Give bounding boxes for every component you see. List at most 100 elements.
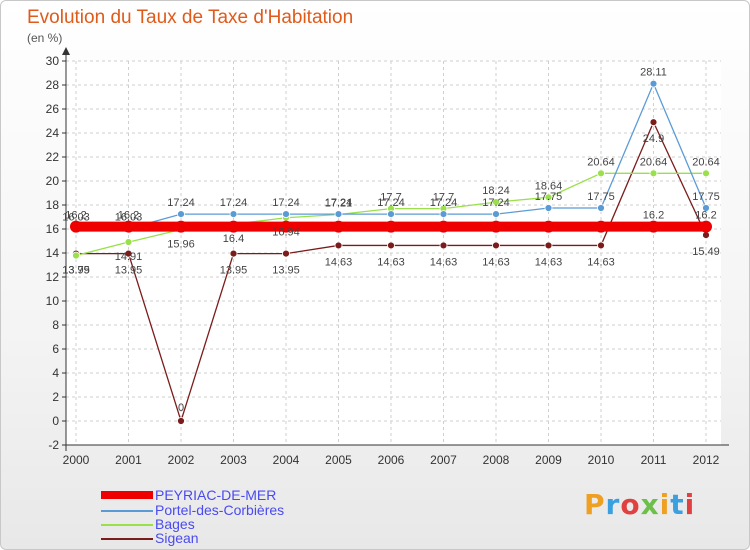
data-label: 14.63 bbox=[535, 256, 563, 268]
data-point bbox=[700, 220, 712, 233]
data-label: 17.7 bbox=[380, 192, 401, 204]
x-tick-label: 2009 bbox=[535, 453, 562, 467]
data-point bbox=[439, 210, 448, 219]
legend-label-bages: Bages bbox=[155, 516, 195, 532]
legend-swatch-portel bbox=[101, 510, 153, 512]
y-tick-label: 12 bbox=[46, 270, 60, 284]
data-label: 16.2 bbox=[695, 210, 716, 222]
data-point bbox=[387, 210, 395, 219]
legend-swatch-bages bbox=[101, 524, 153, 526]
x-tick-label: 2010 bbox=[588, 453, 615, 467]
data-point bbox=[702, 231, 710, 240]
data-point bbox=[122, 220, 135, 233]
x-tick-label: 2003 bbox=[220, 453, 247, 467]
data-label: 16.4 bbox=[223, 233, 244, 245]
x-tick-label: 2002 bbox=[168, 453, 195, 467]
data-label: 14.63 bbox=[377, 256, 405, 268]
y-tick-label: 2 bbox=[52, 390, 59, 404]
data-label: 20.64 bbox=[692, 156, 720, 168]
y-tick-label: -2 bbox=[48, 438, 59, 452]
unit-label: (en %) bbox=[27, 31, 63, 45]
y-tick-label: 16 bbox=[46, 222, 60, 236]
data-point bbox=[177, 417, 185, 425]
data-point bbox=[702, 204, 710, 212]
data-label: 14.63 bbox=[482, 256, 510, 268]
y-axis-arrow bbox=[62, 47, 70, 55]
data-label: 14.91 bbox=[115, 251, 143, 263]
data-point bbox=[124, 238, 133, 246]
data-label: 17.24 bbox=[377, 197, 405, 209]
proxiti-logo: Proxiti bbox=[584, 488, 696, 521]
y-tick-label: 6 bbox=[52, 342, 59, 356]
data-label: 18.24 bbox=[482, 185, 510, 197]
y-tick-label: 24 bbox=[46, 126, 60, 140]
x-tick-label: 2005 bbox=[325, 453, 352, 467]
x-tick-label: 2006 bbox=[378, 453, 405, 467]
legend-swatch-peyriac bbox=[101, 491, 153, 499]
legend-label-peyriac: PEYRIAC-DE-MER bbox=[155, 487, 277, 503]
x-tick-label: 2008 bbox=[483, 453, 510, 467]
data-point bbox=[175, 220, 187, 233]
y-tick-label: 26 bbox=[46, 102, 60, 116]
data-label: 17.7 bbox=[433, 192, 454, 204]
data-label: 14.63 bbox=[430, 256, 458, 268]
legend-label-sigean: Sigean bbox=[155, 530, 199, 546]
y-tick-label: 0 bbox=[52, 414, 59, 428]
y-tick-label: 4 bbox=[52, 366, 59, 380]
data-point bbox=[597, 169, 605, 178]
data-label: 14.63 bbox=[587, 256, 615, 268]
data-point bbox=[332, 220, 345, 233]
data-point bbox=[649, 169, 658, 178]
data-label: 13.95 bbox=[115, 265, 143, 277]
data-point bbox=[439, 241, 448, 250]
data-label: 18.64 bbox=[535, 180, 563, 192]
data-label: 13.95 bbox=[62, 265, 90, 277]
data-point bbox=[177, 210, 185, 219]
data-label: 15.49 bbox=[692, 246, 720, 258]
y-tick-label: 8 bbox=[52, 318, 59, 332]
data-label: 17.75 bbox=[692, 191, 720, 203]
data-label: 28.11 bbox=[640, 67, 667, 79]
legend-swatch-sigean bbox=[101, 538, 153, 540]
x-tick-label: 2012 bbox=[693, 453, 720, 467]
data-label: 20.64 bbox=[640, 156, 668, 168]
data-point bbox=[280, 220, 292, 233]
data-label: 17.75 bbox=[535, 191, 563, 203]
data-point bbox=[544, 193, 553, 202]
data-label: 17.75 bbox=[587, 191, 615, 203]
chart-title: Evolution du Taux de Taxe d'Habitation bbox=[27, 7, 354, 28]
data-label: 16.2 bbox=[65, 210, 86, 222]
y-tick-label: 20 bbox=[46, 174, 60, 188]
data-point bbox=[492, 241, 500, 250]
data-point bbox=[702, 169, 710, 178]
data-point bbox=[385, 220, 397, 233]
data-label: 0 bbox=[178, 402, 184, 414]
data-label: 13.79 bbox=[62, 265, 90, 277]
data-point bbox=[649, 79, 658, 88]
data-label: 15.96 bbox=[167, 238, 195, 250]
data-label: 16.94 bbox=[272, 227, 300, 239]
y-tick-label: 30 bbox=[46, 54, 60, 68]
data-point bbox=[492, 198, 500, 207]
data-point bbox=[282, 249, 290, 258]
data-point bbox=[492, 210, 500, 219]
data-label: 17.21 bbox=[325, 197, 353, 209]
data-label: 17.24 bbox=[167, 197, 195, 209]
y-tick-label: 14 bbox=[46, 246, 60, 260]
data-label: 16.2 bbox=[118, 210, 139, 222]
legend-label-portel: Portel-des-Corbières bbox=[155, 502, 285, 518]
data-point bbox=[334, 241, 343, 250]
x-tick-label: 2004 bbox=[273, 453, 300, 467]
data-label: 16.03 bbox=[62, 212, 90, 224]
data-label: 16.03 bbox=[115, 212, 143, 224]
data-label: 17.24 bbox=[220, 197, 248, 209]
data-point bbox=[334, 210, 343, 219]
data-label: 17.24 bbox=[325, 197, 353, 209]
x-tick-label: 2011 bbox=[641, 453, 667, 467]
data-label: 17.24 bbox=[482, 197, 510, 209]
data-label: 17.24 bbox=[272, 197, 300, 209]
data-point bbox=[595, 220, 607, 233]
x-tick-label: 2001 bbox=[115, 453, 142, 467]
data-label: 14.63 bbox=[325, 256, 353, 268]
y-tick-label: 18 bbox=[46, 198, 60, 212]
